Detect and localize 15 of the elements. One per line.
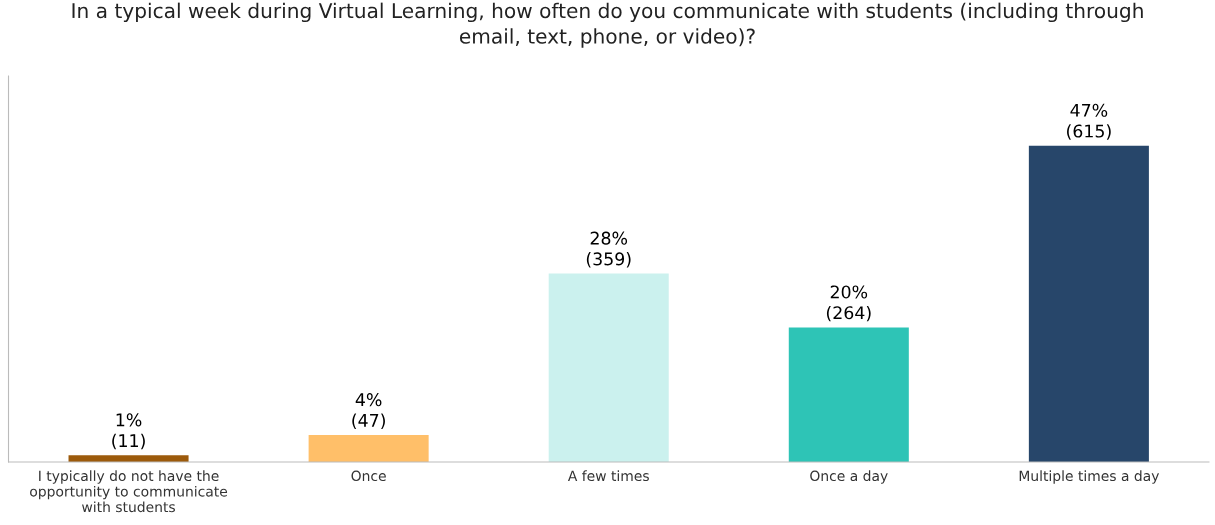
data-label: 28% (359) bbox=[586, 231, 631, 268]
bar bbox=[788, 327, 909, 462]
data-label: 4% (47) bbox=[352, 393, 385, 430]
data-label: 47% (615) bbox=[1067, 103, 1111, 140]
data-label: 20% (264) bbox=[826, 285, 871, 322]
bar bbox=[1028, 145, 1149, 462]
data-label: 1% (11) bbox=[112, 413, 145, 450]
x-tick-label: Multiple times a day bbox=[1019, 470, 1160, 484]
x-tick-label: A few times bbox=[567, 470, 649, 482]
bar bbox=[308, 435, 429, 462]
x-tick-label: Once a day bbox=[810, 470, 888, 484]
x-tick-label: I typically do not have the opportunity to communicate with students bbox=[30, 470, 228, 513]
chart-title: In a typical week during Virtual Learning, how often do you communicate with students (including through email, text, phone, or video)? bbox=[72, 2, 1143, 48]
x-tick-label: Once bbox=[351, 470, 386, 482]
bar bbox=[548, 273, 669, 462]
